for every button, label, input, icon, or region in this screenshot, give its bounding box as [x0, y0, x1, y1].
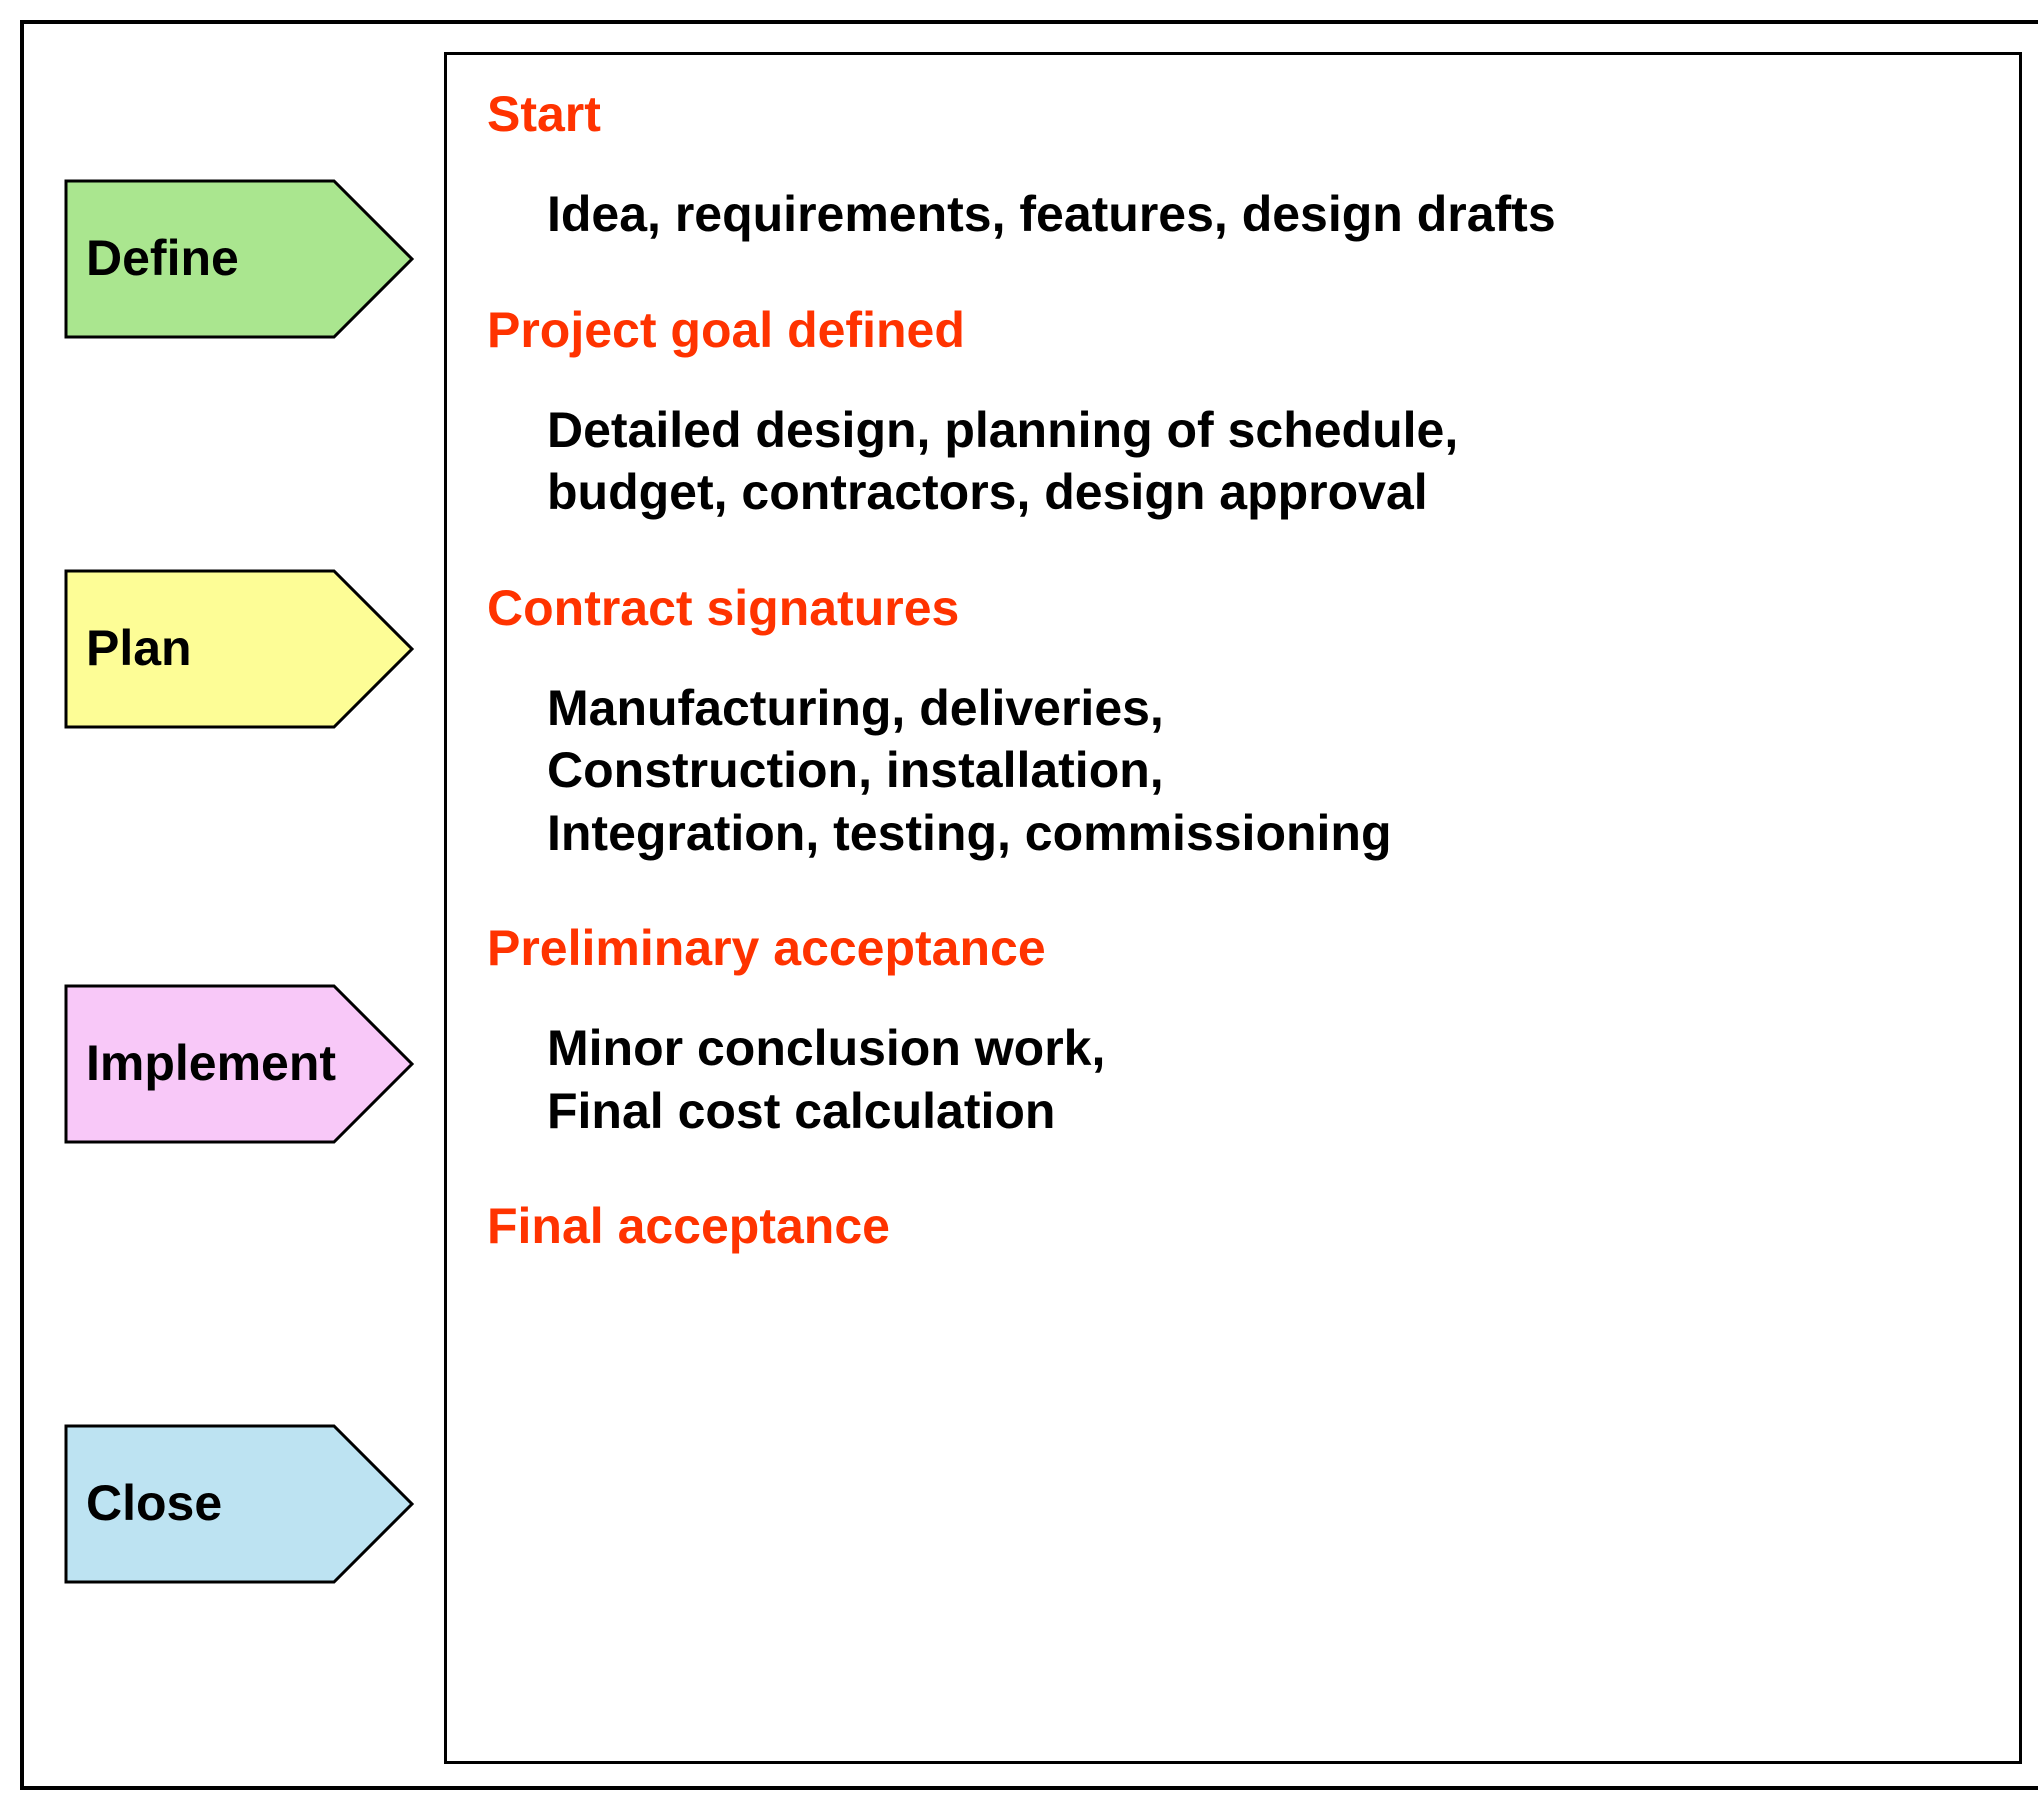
milestone-preliminary: Preliminary acceptance: [487, 919, 1979, 977]
detail-implement: Manufacturing, deliveries,Construction, …: [547, 677, 1979, 865]
milestone-contract: Contract signatures: [487, 579, 1979, 637]
phase-arrow-close: Close: [64, 1424, 414, 1584]
milestone-start: Start: [487, 85, 1979, 143]
phase-arrow-define: Define: [64, 179, 414, 339]
phase-arrow-implement: Implement: [64, 984, 414, 1144]
milestone-final: Final acceptance: [487, 1197, 1979, 1255]
phase-label-close: Close: [86, 1474, 346, 1532]
phase-label-define: Define: [86, 229, 346, 287]
detail-close: Minor conclusion work,Final cost calcula…: [547, 1017, 1979, 1142]
milestone-goal-defined: Project goal defined: [487, 301, 1979, 359]
diagram-frame: Define Plan Implement Close Start Idea, …: [20, 20, 2038, 1790]
phase-arrow-plan: Plan: [64, 569, 414, 729]
detail-plan: Detailed design, planning of schedule,bu…: [547, 399, 1979, 524]
phases-column: Define Plan Implement Close: [64, 24, 464, 1786]
detail-define: Idea, requirements, features, design dra…: [547, 183, 1979, 246]
content-panel: Start Idea, requirements, features, desi…: [444, 52, 2022, 1764]
phase-label-plan: Plan: [86, 619, 346, 677]
phase-label-implement: Implement: [86, 1034, 346, 1092]
